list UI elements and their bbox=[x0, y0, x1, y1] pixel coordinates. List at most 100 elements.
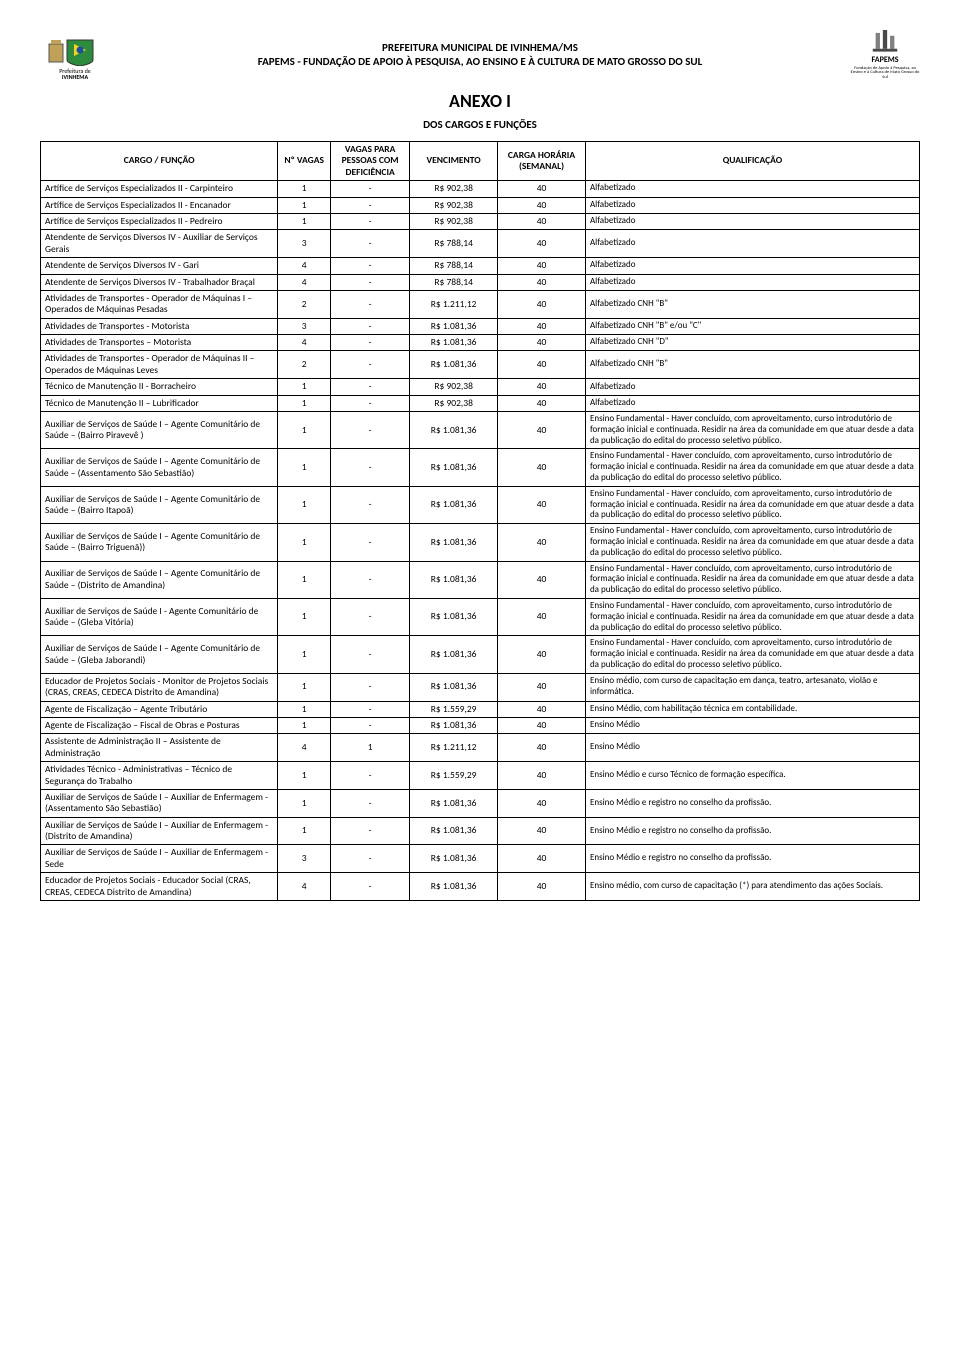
cell-carga: 40 bbox=[498, 181, 586, 197]
cell-cargo: Auxiliar de Serviços de Saúde I – Agente… bbox=[41, 412, 278, 449]
cell-cargo: Técnico de Manutenção II - Borracheiro bbox=[41, 379, 278, 395]
cell-qualificacao: Alfabetizado bbox=[585, 379, 919, 395]
cell-carga: 40 bbox=[498, 412, 586, 449]
table-row: Técnico de Manutenção II - Borracheiro1-… bbox=[41, 379, 920, 395]
cell-pcd: - bbox=[331, 395, 410, 411]
cell-carga: 40 bbox=[498, 213, 586, 229]
cell-carga: 40 bbox=[498, 717, 586, 733]
table-row: Auxiliar de Serviços de Saúde I – Agente… bbox=[41, 486, 920, 523]
table-row: Técnico de Manutenção II – Lubrificador1… bbox=[41, 395, 920, 411]
cell-cargo: Atividades Técnico - Administrativas – T… bbox=[41, 762, 278, 790]
cell-pcd: - bbox=[331, 335, 410, 351]
cell-cargo: Artífice de Serviços Especializados II -… bbox=[41, 213, 278, 229]
cell-pcd: - bbox=[331, 412, 410, 449]
table-body: Artífice de Serviços Especializados II -… bbox=[41, 181, 920, 901]
cell-vagas: 1 bbox=[278, 379, 331, 395]
crest-icon bbox=[47, 30, 103, 66]
cell-vagas: 1 bbox=[278, 789, 331, 817]
table-row: Educador de Projetos Sociais - Educador … bbox=[41, 873, 920, 901]
cell-vencimento: R$ 1.081,36 bbox=[410, 845, 498, 873]
cell-vencimento: R$ 902,38 bbox=[410, 197, 498, 213]
fapems-caption: Fundação de Apoio à Pesquisa, ao Ensino … bbox=[850, 67, 920, 81]
cell-carga: 40 bbox=[498, 524, 586, 561]
cell-vencimento: R$ 1.081,36 bbox=[410, 486, 498, 523]
cell-vencimento: R$ 1.081,36 bbox=[410, 717, 498, 733]
cell-vagas: 1 bbox=[278, 213, 331, 229]
cell-vencimento: R$ 902,38 bbox=[410, 379, 498, 395]
cell-cargo: Atividades de Transportes - Operador de … bbox=[41, 290, 278, 318]
cell-carga: 40 bbox=[498, 845, 586, 873]
table-row: Atividades de Transportes - Motorista3-R… bbox=[41, 318, 920, 334]
cell-pcd: - bbox=[331, 561, 410, 598]
cell-qualificacao: Ensino médio, com curso de capacitação e… bbox=[585, 673, 919, 701]
cell-carga: 40 bbox=[498, 762, 586, 790]
table-row: Artífice de Serviços Especializados II -… bbox=[41, 213, 920, 229]
cell-pcd: - bbox=[331, 379, 410, 395]
cell-pcd: - bbox=[331, 845, 410, 873]
cell-qualificacao: Ensino Médio e registro no conselho da p… bbox=[585, 817, 919, 845]
cell-qualificacao: Ensino médio, com curso de capacitação (… bbox=[585, 873, 919, 901]
table-row: Artífice de Serviços Especializados II -… bbox=[41, 197, 920, 213]
cell-vagas: 1 bbox=[278, 598, 331, 635]
cell-qualificacao: Ensino Fundamental - Haver concluído, co… bbox=[585, 561, 919, 598]
cell-pcd: - bbox=[331, 230, 410, 258]
cell-vagas: 1 bbox=[278, 673, 331, 701]
table-row: Agente de Fiscalização – Fiscal de Obras… bbox=[41, 717, 920, 733]
cell-vagas: 3 bbox=[278, 318, 331, 334]
cell-qualificacao: Ensino Médio bbox=[585, 734, 919, 762]
cell-qualificacao: Alfabetizado bbox=[585, 258, 919, 274]
fapems-logo: FAPEMS Fundação de Apoio à Pesquisa, ao … bbox=[850, 30, 920, 80]
cell-cargo: Atividades de Transportes – Motorista bbox=[41, 335, 278, 351]
header-line2: FAPEMS - FUNDAÇÃO DE APOIO À PESQUISA, A… bbox=[110, 55, 850, 69]
cell-qualificacao: Alfabetizado bbox=[585, 274, 919, 290]
cell-carga: 40 bbox=[498, 258, 586, 274]
cell-qualificacao: Ensino Médio bbox=[585, 717, 919, 733]
cell-cargo: Auxiliar de Serviços de Saúde I – Agente… bbox=[41, 449, 278, 486]
table-row: Atendente de Serviços Diversos IV - Trab… bbox=[41, 274, 920, 290]
table-row: Auxiliar de Serviços de Saúde I – Auxili… bbox=[41, 817, 920, 845]
cell-pcd: - bbox=[331, 449, 410, 486]
table-row: Agente de Fiscalização – Agente Tributár… bbox=[41, 701, 920, 717]
cell-vencimento: R$ 788,14 bbox=[410, 274, 498, 290]
cell-qualificacao: Ensino Fundamental - Haver concluído, co… bbox=[585, 486, 919, 523]
cell-vagas: 1 bbox=[278, 817, 331, 845]
cell-vagas: 4 bbox=[278, 274, 331, 290]
cell-vagas: 4 bbox=[278, 873, 331, 901]
cell-vencimento: R$ 1.081,36 bbox=[410, 817, 498, 845]
cell-pcd: - bbox=[331, 762, 410, 790]
cell-cargo: Auxiliar de Serviços de Saúde I - Agente… bbox=[41, 598, 278, 635]
page-subtitle: DOS CARGOS E FUNÇÕES bbox=[40, 118, 920, 131]
cell-cargo: Atendente de Serviços Diversos IV - Trab… bbox=[41, 274, 278, 290]
cell-vencimento: R$ 1.559,29 bbox=[410, 762, 498, 790]
cell-vagas: 3 bbox=[278, 845, 331, 873]
cell-pcd: - bbox=[331, 290, 410, 318]
cell-cargo: Auxiliar de Serviços de Saúde I – Agente… bbox=[41, 561, 278, 598]
table-row: Auxiliar de Serviços de Saúde I – Agente… bbox=[41, 524, 920, 561]
cell-pcd: - bbox=[331, 789, 410, 817]
cell-carga: 40 bbox=[498, 486, 586, 523]
cell-vencimento: R$ 788,14 bbox=[410, 230, 498, 258]
table-row: Atividades de Transportes - Operador de … bbox=[41, 290, 920, 318]
cell-carga: 40 bbox=[498, 561, 586, 598]
cell-carga: 40 bbox=[498, 873, 586, 901]
cell-vagas: 1 bbox=[278, 412, 331, 449]
cell-vencimento: R$ 1.081,36 bbox=[410, 335, 498, 351]
table-row: Auxiliar de Serviços de Saúde I - Agente… bbox=[41, 598, 920, 635]
cell-vagas: 1 bbox=[278, 524, 331, 561]
cell-pcd: - bbox=[331, 351, 410, 379]
cell-carga: 40 bbox=[498, 449, 586, 486]
cell-qualificacao: Alfabetizado bbox=[585, 197, 919, 213]
cell-cargo: Atendente de Serviços Diversos IV - Gari bbox=[41, 258, 278, 274]
cell-pcd: - bbox=[331, 197, 410, 213]
cell-qualificacao: Ensino Fundamental - Haver concluído, co… bbox=[585, 449, 919, 486]
cell-qualificacao: Alfabetizado CNH "D" bbox=[585, 335, 919, 351]
cell-vagas: 1 bbox=[278, 636, 331, 673]
cell-pcd: - bbox=[331, 258, 410, 274]
cell-pcd: - bbox=[331, 598, 410, 635]
page-title: ANEXO I bbox=[40, 90, 920, 112]
fapems-icon bbox=[862, 30, 908, 55]
header-line1: PREFEITURA MUNICIPAL DE IVINHEMA/MS bbox=[110, 41, 850, 55]
cell-carga: 40 bbox=[498, 789, 586, 817]
table-row: Auxiliar de Serviços de Saúde I – Agente… bbox=[41, 412, 920, 449]
table-row: Artífice de Serviços Especializados II -… bbox=[41, 181, 920, 197]
